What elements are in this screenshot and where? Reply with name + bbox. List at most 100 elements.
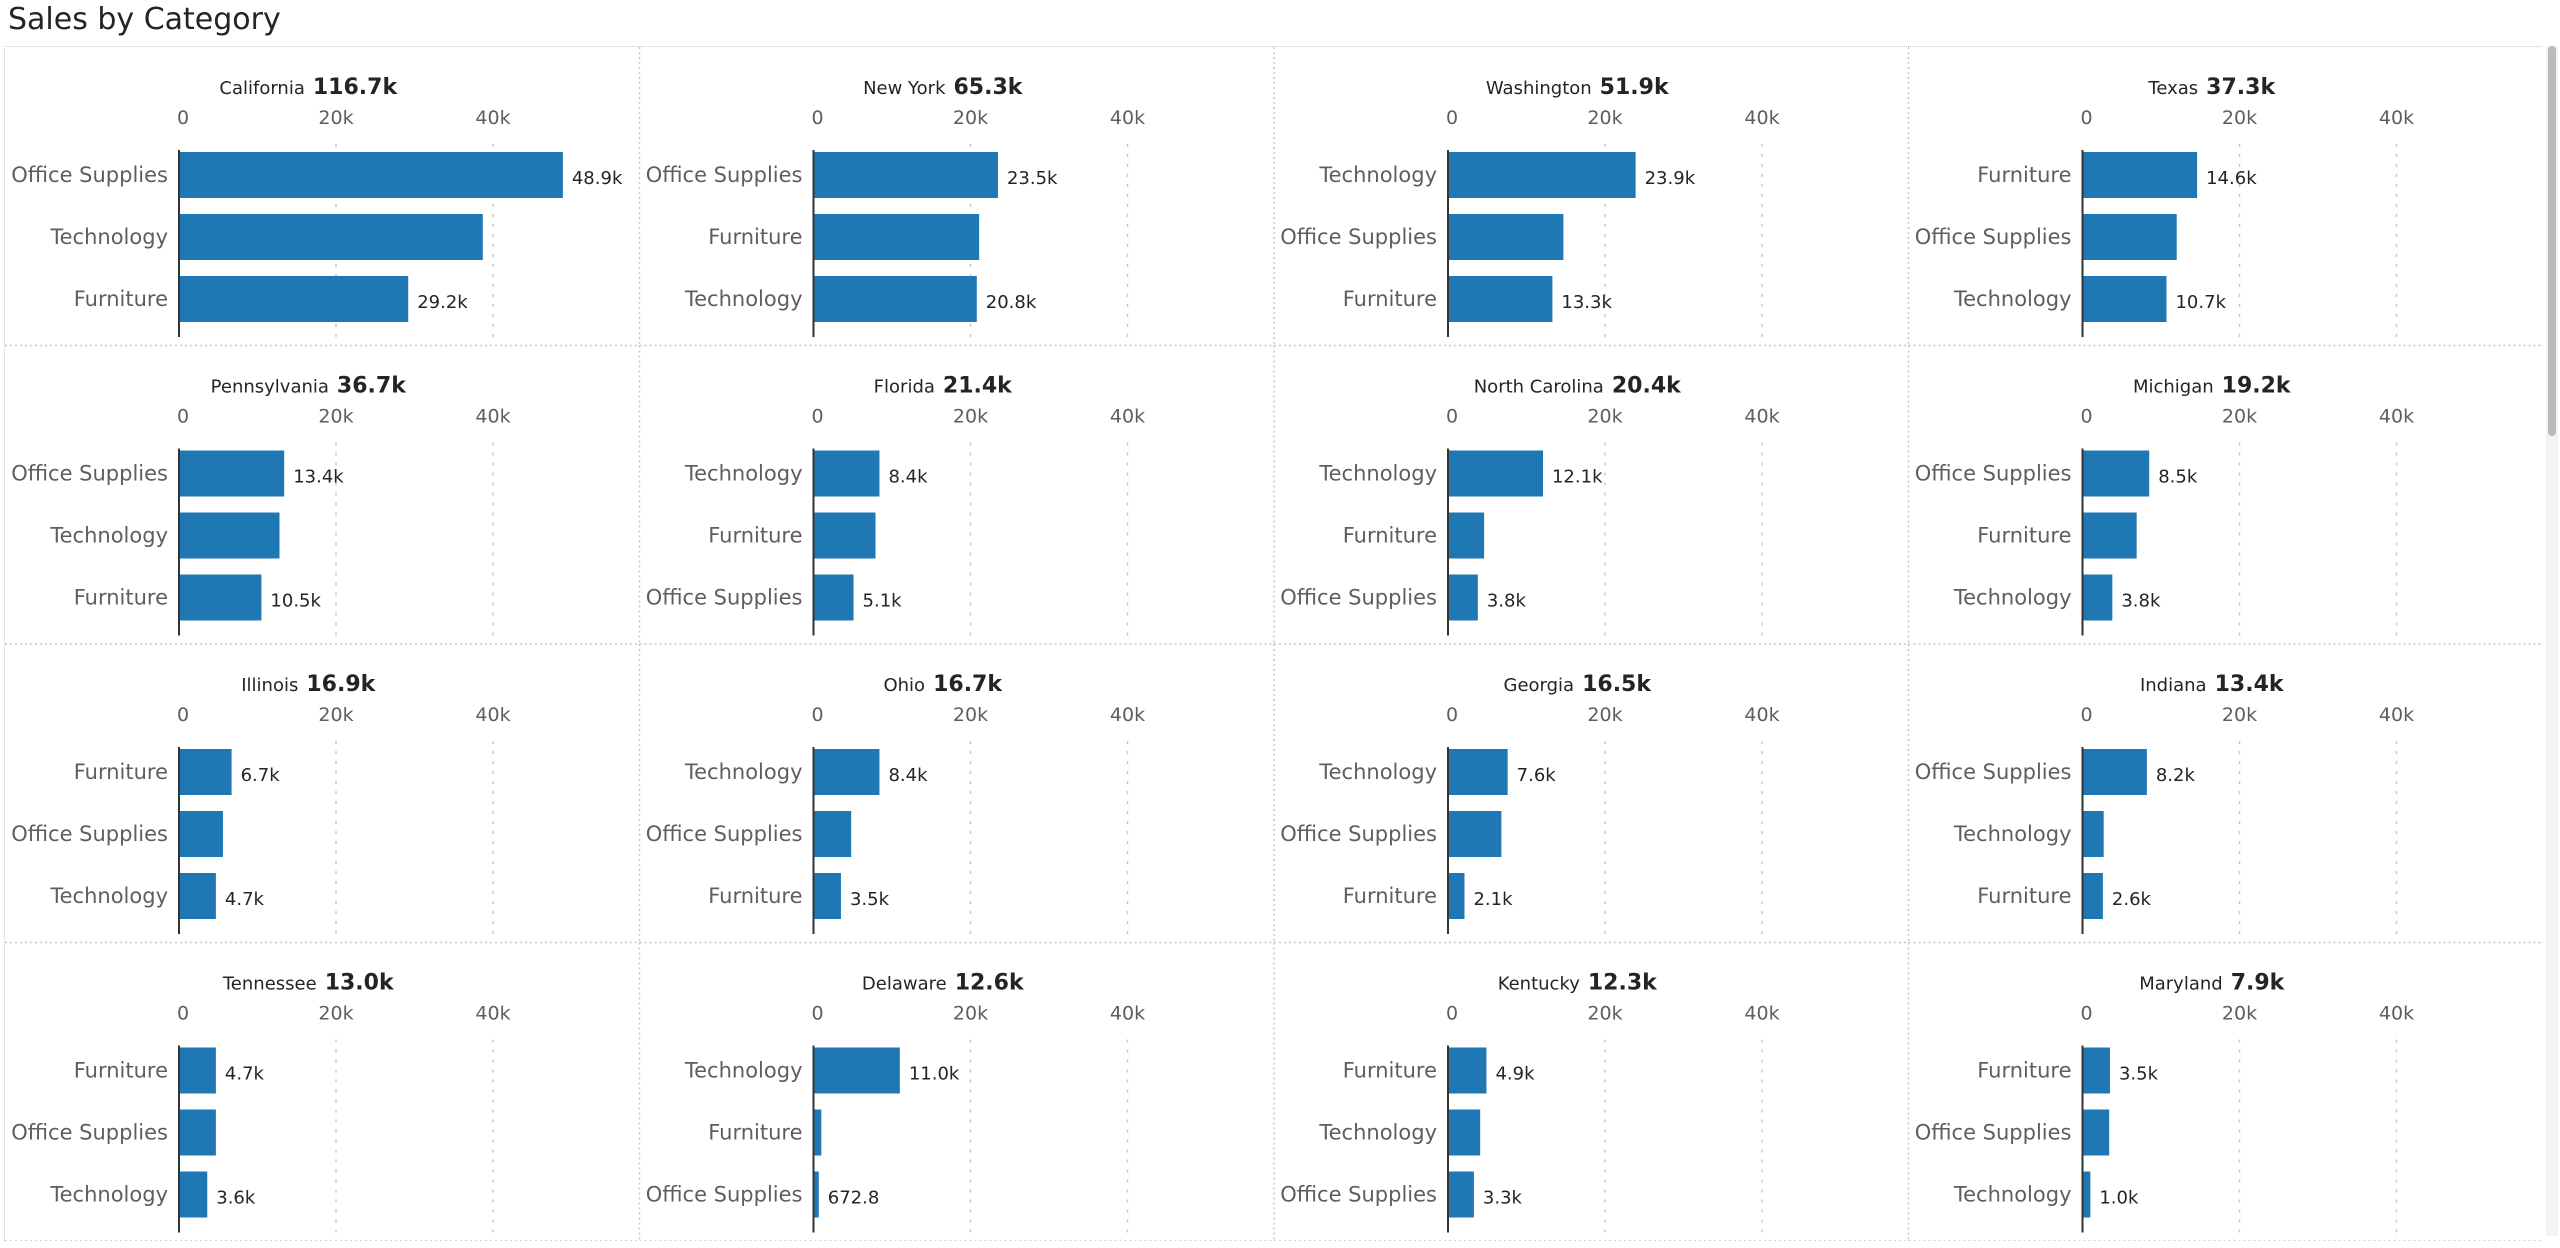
bar[interactable]: [813, 450, 880, 497]
small-multiple-panel[interactable]: Tennessee 13.0k 0 20k 40k Furniture 4.7k Office…: [5, 942, 641, 1242]
bar[interactable]: [1448, 450, 1543, 497]
small-multiple-panel[interactable]: California 116.7k 0 20k 40k Office Supplies 48…: [5, 47, 641, 347]
bar[interactable]: [179, 1109, 216, 1156]
small-multiple-panel[interactable]: Pennsylvania 36.7k 0 20k 40k Office Supplies 1…: [5, 345, 641, 645]
bar[interactable]: [813, 574, 854, 621]
bar[interactable]: [2082, 749, 2147, 795]
bar[interactable]: [179, 512, 280, 559]
small-multiple-panel[interactable]: Ohio 16.7k 0 20k 40k Technology 8.4k Office Sup…: [639, 644, 1275, 944]
small-multiple-panel[interactable]: Florida 21.4k 0 20k 40k Technology 8.4k Furnitu…: [639, 345, 1275, 645]
bar[interactable]: [1448, 152, 1636, 198]
bar[interactable]: [2082, 512, 2137, 559]
bar[interactable]: [813, 1047, 900, 1094]
bar[interactable]: [1448, 873, 1465, 919]
bar[interactable]: [1448, 214, 1564, 260]
category-label: Office Supplies: [1280, 225, 1437, 249]
bar[interactable]: [2082, 574, 2113, 621]
panel-title: Pennsylvania 36.7k: [211, 374, 408, 399]
bar[interactable]: [179, 749, 232, 795]
x-tick-label: 40k: [1110, 1003, 1145, 1025]
bar[interactable]: [813, 152, 998, 198]
x-tick-label: 40k: [2379, 107, 2414, 129]
bar[interactable]: [2082, 1109, 2110, 1156]
bar[interactable]: [1448, 811, 1502, 857]
small-multiple-panel[interactable]: Michigan 19.2k 0 20k 40k Office Supplies 8.5k F…: [1908, 346, 2542, 645]
bar[interactable]: [2082, 811, 2104, 857]
bar[interactable]: [2082, 276, 2167, 322]
data-label: 23.9k: [1645, 168, 1696, 189]
bar[interactable]: [179, 214, 483, 260]
bar[interactable]: [1448, 574, 1478, 621]
panel-title: Ohio 16.7k: [883, 672, 1003, 697]
data-label: 6.7k: [241, 765, 281, 786]
data-label: 7.6k: [1517, 765, 1557, 786]
bar[interactable]: [1448, 1109, 1481, 1156]
small-multiple-panel[interactable]: Illinois 16.9k 0 20k 40k Furniture 6.7k Office …: [5, 644, 641, 944]
bar[interactable]: [179, 1047, 216, 1094]
scrollbar-thumb[interactable]: [2548, 46, 2556, 436]
small-multiple-panel[interactable]: Washington 51.9k 0 20k 40k Technology 23.9k Off…: [1274, 47, 1910, 347]
small-multiple-panel[interactable]: North Carolina 20.4k 0 20k 40k Technology 12.1…: [1274, 345, 1910, 645]
category-label: Furniture: [74, 760, 168, 784]
bar[interactable]: [1448, 1047, 1487, 1094]
x-tick-label: 20k: [2222, 704, 2257, 726]
x-tick-label: 0: [2080, 406, 2092, 428]
bar[interactable]: [2082, 1047, 2110, 1094]
panel-title-total: 65.3k: [954, 75, 1024, 100]
bar[interactable]: [179, 276, 409, 322]
bar[interactable]: [1448, 749, 1508, 795]
bar[interactable]: [813, 1171, 819, 1218]
data-label: 20.8k: [986, 292, 1037, 313]
bar[interactable]: [813, 512, 876, 559]
panel-title-total: 19.2k: [2222, 374, 2292, 399]
bar[interactable]: [813, 811, 852, 857]
bar[interactable]: [813, 873, 841, 919]
small-multiple-panel[interactable]: Georgia 16.5k 0 20k 40k Technology 7.6k Office …: [1274, 644, 1910, 944]
panel-title: Kentucky 12.3k: [1498, 971, 1658, 996]
x-tick-label: 20k: [1587, 107, 1622, 129]
bar[interactable]: [813, 276, 977, 322]
x-tick-label: 0: [1446, 1003, 1458, 1025]
bar[interactable]: [2082, 214, 2177, 260]
panel-title-state: North Carolina: [1474, 377, 1604, 398]
category-label: Furniture: [708, 1121, 802, 1145]
bar[interactable]: [1448, 1171, 1474, 1218]
bar[interactable]: [2082, 152, 2198, 198]
panel-title-total: 16.9k: [306, 672, 376, 697]
category-label: Furniture: [1343, 287, 1437, 311]
bar[interactable]: [179, 574, 262, 621]
panel-title: California 116.7k: [219, 75, 398, 100]
x-tick-label: 20k: [2222, 107, 2257, 129]
small-multiple-panel[interactable]: Delaware 12.6k 0 20k 40k Technology 11.0k Furni…: [639, 942, 1275, 1242]
vertical-scrollbar[interactable]: [2546, 46, 2558, 1236]
bar[interactable]: [813, 1109, 822, 1156]
small-multiple-panel[interactable]: Kentucky 12.3k 0 20k 40k Furniture 4.9k Technol…: [1274, 942, 1910, 1242]
bar[interactable]: [2082, 450, 2150, 497]
small-multiple-panel[interactable]: New York 65.3k 0 20k 40k Office Supplies 23.5k…: [639, 47, 1275, 347]
panel-title-state: Washington: [1486, 78, 1592, 99]
bar[interactable]: [813, 214, 980, 260]
bar[interactable]: [2082, 873, 2103, 919]
x-tick-label: 0: [2080, 107, 2092, 129]
bar[interactable]: [179, 811, 223, 857]
small-multiple-panel[interactable]: Texas 37.3k 0 20k 40k Furniture 14.6k Office Su…: [1908, 47, 2542, 347]
small-multiples-grid: California 116.7k 0 20k 40k Office Supplies 48…: [4, 46, 2541, 1241]
bar[interactable]: [179, 450, 285, 497]
panel-title: Delaware 12.6k: [862, 971, 1025, 996]
bar[interactable]: [813, 749, 880, 795]
bar[interactable]: [179, 1171, 208, 1218]
bar[interactable]: [179, 873, 216, 919]
bar[interactable]: [2082, 1171, 2091, 1218]
small-multiple-panel[interactable]: Maryland 7.9k 0 20k 40k Furniture 3.5k Office S…: [1908, 943, 2542, 1242]
x-tick-label: 0: [1446, 107, 1458, 129]
panel-title-state: Tennessee: [222, 974, 317, 995]
x-tick-label: 20k: [318, 406, 353, 428]
bar[interactable]: [179, 152, 563, 198]
panel-title: North Carolina 20.4k: [1474, 374, 1682, 399]
x-tick-label: 40k: [1744, 704, 1779, 726]
category-label: Technology: [1318, 462, 1437, 486]
data-label: 2.1k: [1473, 889, 1513, 910]
bar[interactable]: [1448, 276, 1553, 322]
bar[interactable]: [1448, 512, 1485, 559]
small-multiple-panel[interactable]: Indiana 13.4k 0 20k 40k Office Supplies 8.2k Te…: [1908, 644, 2542, 944]
